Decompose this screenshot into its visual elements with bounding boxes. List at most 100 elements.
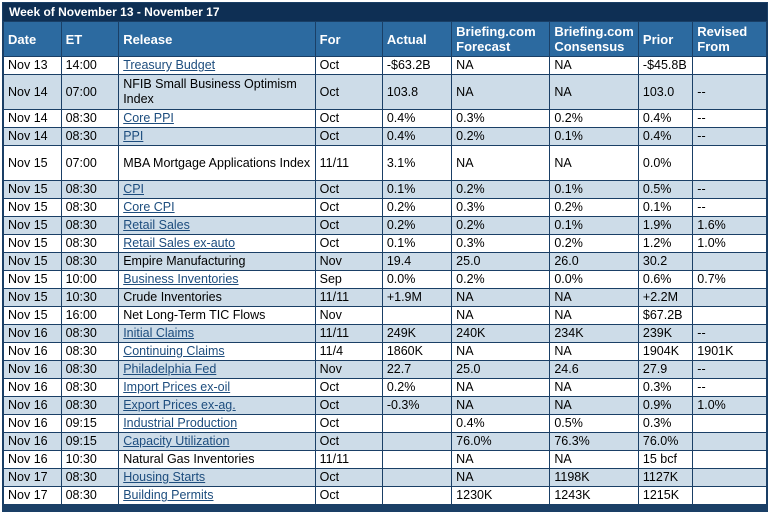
cell-revised: --	[693, 199, 766, 216]
cell-release: Retail Sales ex-auto	[119, 235, 315, 252]
cell-release: Housing Starts	[119, 469, 315, 486]
cell-release: PPI	[119, 128, 315, 145]
table-row: Nov 14 08:30 PPI Oct 0.4% 0.2% 0.1% 0.4% --	[4, 128, 766, 145]
cell-et: 16:00	[61, 307, 119, 324]
cell-forecast: NA	[452, 146, 550, 180]
release-link[interactable]: Capacity Utilization	[123, 434, 230, 448]
cell-actual	[382, 487, 452, 504]
cell-actual: 0.2%	[382, 379, 452, 396]
cell-for: Oct	[315, 110, 382, 127]
cell-actual: 1860K	[382, 343, 452, 360]
release-link[interactable]: Retail Sales	[123, 218, 190, 232]
cell-date: Nov 16	[4, 361, 61, 378]
cell-forecast: 0.3%	[452, 235, 550, 252]
cell-date: Nov 16	[4, 379, 61, 396]
cell-revised: --	[693, 361, 766, 378]
cell-et: 08:30	[61, 253, 119, 270]
cell-date: Nov 17	[4, 469, 61, 486]
cell-date: Nov 15	[4, 271, 61, 288]
cell-consensus: NA	[550, 146, 638, 180]
cell-revised	[693, 253, 766, 270]
table-row: Nov 15 08:30 Empire Manufacturing Nov 19.4 25…	[4, 253, 766, 270]
table-row: Nov 15 08:30 CPI Oct 0.1% 0.2% 0.1% 0.5% --	[4, 181, 766, 198]
cell-date: Nov 16	[4, 343, 61, 360]
cell-release: Core PPI	[119, 110, 315, 127]
cell-consensus: 0.2%	[550, 110, 638, 127]
cell-et: 08:30	[61, 217, 119, 234]
economic-calendar-table: Date ET Release For Actual Briefing.com …	[3, 21, 767, 505]
cell-for: Oct	[315, 235, 382, 252]
release-link[interactable]: Core PPI	[123, 111, 174, 125]
cell-for: 11/11	[315, 325, 382, 342]
cell-release: Capacity Utilization	[119, 433, 315, 450]
cell-actual: 3.1%	[382, 146, 452, 180]
cell-consensus: NA	[550, 307, 638, 324]
cell-consensus: 0.5%	[550, 415, 638, 432]
cell-date: Nov 16	[4, 415, 61, 432]
release-link[interactable]: Initial Claims	[123, 326, 195, 340]
cell-forecast: 1230K	[452, 487, 550, 504]
table-row: Nov 15 07:00 MBA Mortgage Applications Ind…	[4, 146, 766, 180]
cell-et: 08:30	[61, 199, 119, 216]
table-row: Nov 16 09:15 Industrial Production Oct 0.4% 0…	[4, 415, 766, 432]
col-et: ET	[61, 22, 119, 56]
cell-release: NFIB Small Business Optimism Index	[119, 75, 315, 109]
cell-date: Nov 14	[4, 128, 61, 145]
release-link[interactable]: Building Permits	[123, 488, 214, 502]
cell-revised	[693, 487, 766, 504]
cell-release: Building Permits	[119, 487, 315, 504]
cell-date: Nov 16	[4, 397, 61, 414]
cell-consensus: 0.0%	[550, 271, 638, 288]
cell-prior: 0.6%	[638, 271, 693, 288]
cell-et: 09:15	[61, 415, 119, 432]
cell-consensus: NA	[550, 343, 638, 360]
release-link[interactable]: Continuing Claims	[123, 344, 225, 358]
release-link[interactable]: CPI	[123, 182, 145, 196]
release-link[interactable]: Business Inventories	[123, 272, 239, 286]
cell-revised	[693, 289, 766, 306]
release-link[interactable]: Core CPI	[123, 200, 175, 214]
cell-forecast: 25.0	[452, 253, 550, 270]
cell-for: Oct	[315, 487, 382, 504]
release-link[interactable]: Industrial Production	[123, 416, 238, 430]
cell-et: 08:30	[61, 469, 119, 486]
cell-date: Nov 14	[4, 110, 61, 127]
cell-date: Nov 13	[4, 57, 61, 74]
table-row: Nov 15 08:30 Retail Sales ex-auto Oct 0.1% 0.…	[4, 235, 766, 252]
release-link[interactable]: Import Prices ex-oil	[123, 380, 231, 394]
cell-actual: 103.8	[382, 75, 452, 109]
cell-for: 11/11	[315, 289, 382, 306]
cell-actual: 249K	[382, 325, 452, 342]
table-row: Nov 16 08:30 Continuing Claims 11/4 1860K NA N…	[4, 343, 766, 360]
col-release: Release	[119, 22, 315, 56]
release-link[interactable]: Treasury Budget	[123, 58, 216, 72]
cell-prior: 0.1%	[638, 199, 693, 216]
cell-for: Oct	[315, 181, 382, 198]
cell-consensus: 0.2%	[550, 235, 638, 252]
cell-consensus: 0.2%	[550, 199, 638, 216]
cell-release: Crude Inventories	[119, 289, 315, 306]
cell-et: 10:00	[61, 271, 119, 288]
table-row: Nov 15 10:30 Crude Inventories 11/11 +1.9M NA…	[4, 289, 766, 306]
cell-release: Empire Manufacturing	[119, 253, 315, 270]
cell-actual	[382, 433, 452, 450]
cell-revised	[693, 307, 766, 324]
cell-forecast: NA	[452, 289, 550, 306]
cell-for: Oct	[315, 397, 382, 414]
cell-consensus: 76.3%	[550, 433, 638, 450]
release-link[interactable]: Philadelphia Fed	[123, 362, 217, 376]
table-row: Nov 16 08:30 Initial Claims 11/11 249K 240K 23…	[4, 325, 766, 342]
cell-date: Nov 17	[4, 487, 61, 504]
release-link[interactable]: Retail Sales ex-auto	[123, 236, 236, 250]
col-consensus: Briefing.com Consensus	[550, 22, 638, 56]
table-body: Nov 13 14:00 Treasury Budget Oct -$63.2B NA NA…	[4, 57, 766, 504]
table-row: Nov 16 09:15 Capacity Utilization Oct 76.0% 7…	[4, 433, 766, 450]
release-link[interactable]: Export Prices ex-ag.	[123, 398, 236, 412]
table-row: Nov 14 08:30 Core PPI Oct 0.4% 0.3% 0.2% 0.4% --	[4, 110, 766, 127]
cell-consensus: 1198K	[550, 469, 638, 486]
cell-release: CPI	[119, 181, 315, 198]
release-link[interactable]: PPI	[123, 129, 144, 143]
release-link[interactable]: Housing Starts	[123, 470, 206, 484]
cell-forecast: NA	[452, 57, 550, 74]
